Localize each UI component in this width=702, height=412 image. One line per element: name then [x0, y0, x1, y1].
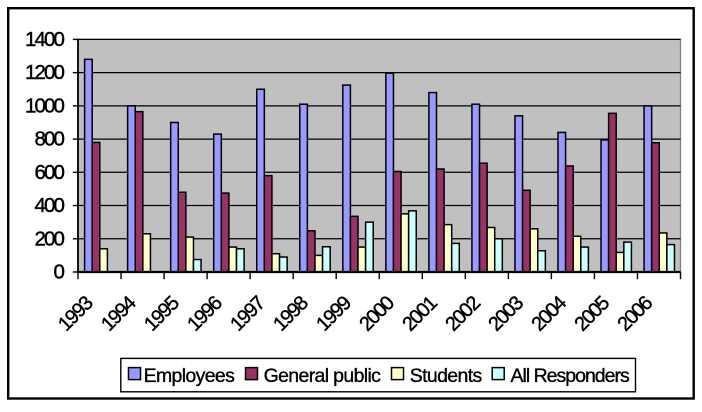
svg-text:General public: General public — [264, 365, 382, 387]
svg-text:Students: Students — [410, 365, 483, 387]
svg-text:400: 400 — [34, 194, 64, 217]
svg-text:Employees: Employees — [144, 365, 236, 387]
svg-text:800: 800 — [34, 128, 64, 151]
svg-text:1200: 1200 — [25, 61, 65, 84]
svg-text:200: 200 — [34, 227, 64, 250]
svg-text:0: 0 — [53, 261, 64, 284]
svg-text:1400: 1400 — [25, 28, 65, 51]
svg-text:600: 600 — [34, 161, 64, 184]
svg-text:1000: 1000 — [25, 94, 65, 117]
svg-text:All Responders: All Responders — [511, 365, 630, 387]
